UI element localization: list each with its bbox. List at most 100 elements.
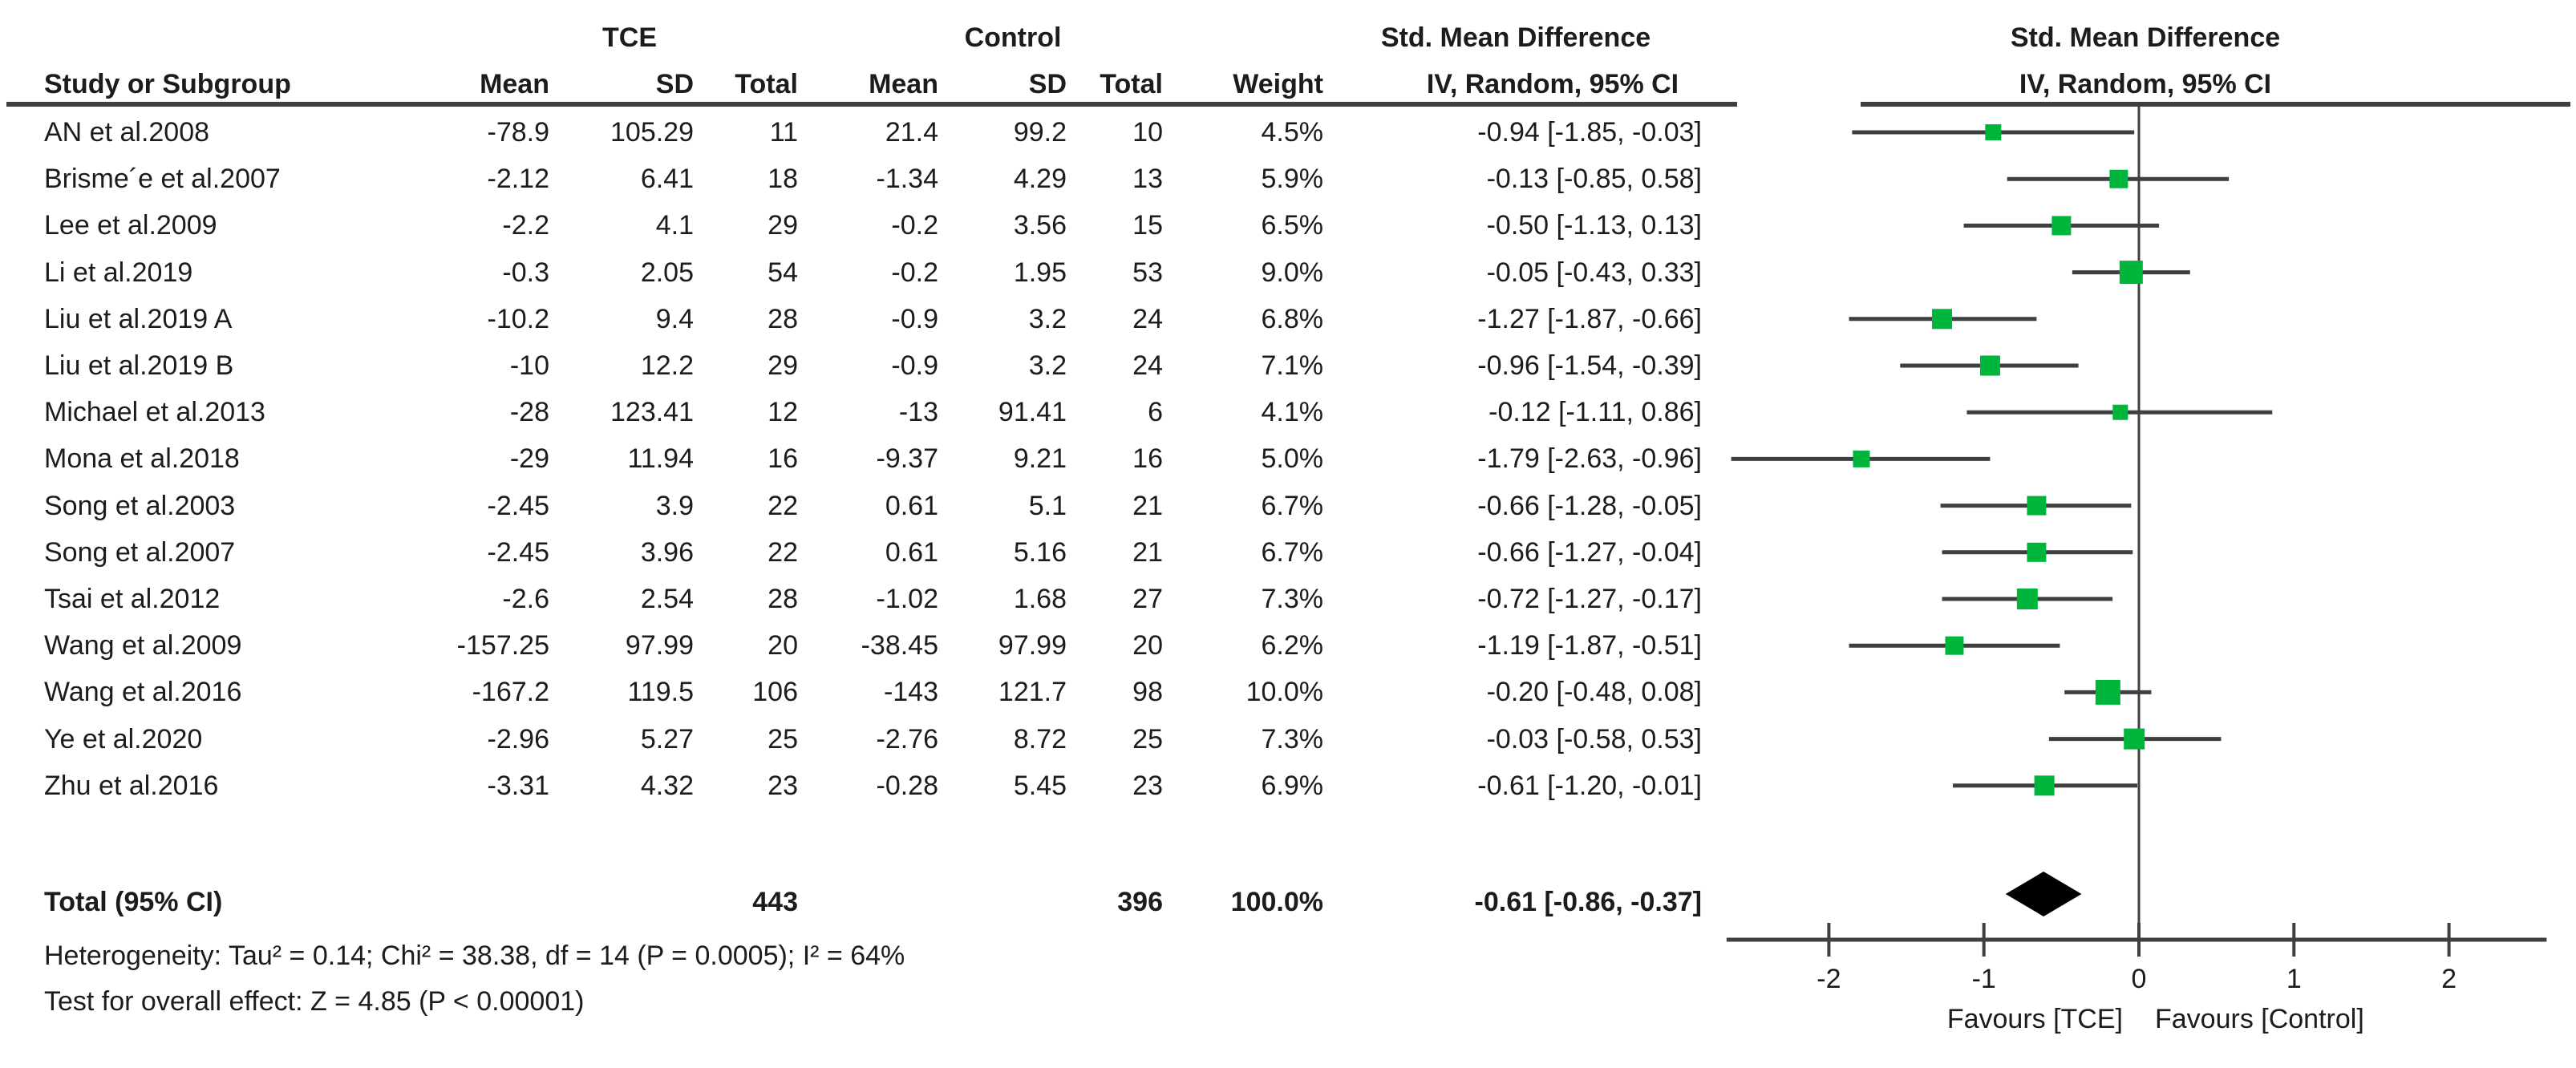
tce-sd: 11.94 <box>627 443 694 475</box>
tce-mean: -78.9 <box>487 117 550 148</box>
summary-diamond <box>2005 872 2082 916</box>
effect-marker <box>2124 728 2145 750</box>
study-name: Ye et al.2020 <box>44 723 203 754</box>
weight: 9.0% <box>1261 257 1324 288</box>
control-total: 25 <box>1132 723 1163 754</box>
tce-mean: -2.45 <box>487 490 550 521</box>
control-mean: -1.34 <box>876 164 939 195</box>
tce-total: 28 <box>768 303 798 334</box>
study-name: Zhu et al.2016 <box>44 770 219 801</box>
tce-sd: 4.32 <box>640 770 694 801</box>
tce-sd: 105.29 <box>610 117 694 148</box>
tce-sd: 9.4 <box>655 303 694 334</box>
control-sd: 97.99 <box>998 630 1067 661</box>
weight: 7.1% <box>1261 350 1324 381</box>
ci-text: -0.20 [-0.48, 0.08] <box>1486 677 1702 708</box>
control-mean: -38.45 <box>861 630 938 661</box>
effect-marker <box>2027 542 2047 562</box>
overall-effect-test: Test for overall effect: Z = 4.85 (P < 0… <box>44 986 585 1017</box>
axis-tick-label: 2 <box>2441 964 2457 994</box>
effect-marker <box>2119 261 2143 285</box>
favours-left-label: Favours [TCE] <box>1946 1004 2123 1034</box>
tce-total: 22 <box>768 490 798 521</box>
effect-marker <box>1853 450 1870 467</box>
control-mean: -0.2 <box>891 210 938 241</box>
col-header-control-mean: Mean <box>869 69 938 99</box>
study-name: Michael et al.2013 <box>44 397 265 428</box>
col-header-tce-total: Total <box>735 69 798 99</box>
col-header-ci-plot: IV, Random, 95% CI <box>2019 69 2272 99</box>
tce-sd: 123.41 <box>610 397 694 428</box>
effect-marker <box>2095 679 2120 705</box>
table-row: Lee et al.2009 -2.2 4.1 29 -0.2 3.56 15 6.5% -0.… <box>0 210 1716 257</box>
study-name: Song et al.2003 <box>44 490 236 521</box>
table-row: Song et al.2003 -2.45 3.9 22 0.61 5.1 21 6.7% -0… <box>0 491 1716 537</box>
col-header-study: Study or Subgroup <box>44 69 291 99</box>
effect-marker <box>1945 636 1964 655</box>
tce-sd: 3.96 <box>640 536 694 568</box>
effect-marker <box>2027 496 2047 516</box>
control-total: 20 <box>1132 630 1163 661</box>
control-total: 23 <box>1132 770 1163 801</box>
header-rule-right <box>1861 102 2570 107</box>
group-header-tce: TCE <box>602 22 657 53</box>
ci-text: -0.12 [-1.11, 0.86] <box>1488 397 1702 428</box>
table-row: Michael et al.2013 -28 123.41 12 -13 91.41 6 4.… <box>0 397 1716 443</box>
control-mean: 21.4 <box>885 117 938 148</box>
control-mean: -143 <box>883 677 938 708</box>
tce-total: 11 <box>769 117 798 148</box>
tce-total: 106 <box>752 677 798 708</box>
control-sd: 3.2 <box>1028 303 1067 334</box>
tce-total: 16 <box>768 443 798 475</box>
tce-mean: -10.2 <box>487 303 550 334</box>
control-sd: 5.1 <box>1028 490 1067 521</box>
control-total: 24 <box>1132 303 1163 334</box>
tce-sd: 97.99 <box>625 630 694 661</box>
col-header-control-sd: SD <box>1028 69 1067 99</box>
effect-marker <box>1979 355 2000 376</box>
tce-mean: -0.3 <box>502 257 549 288</box>
table-row: Zhu et al.2016 -3.31 4.32 23 -0.28 5.45 23 6.9%… <box>0 771 1716 817</box>
tce-sd: 4.1 <box>655 210 694 241</box>
ci-text: -0.94 [-1.85, -0.03] <box>1477 117 1702 148</box>
effect-marker <box>2016 589 2038 609</box>
weight: 5.9% <box>1261 164 1324 195</box>
weight: 6.7% <box>1261 536 1324 568</box>
total-weight: 100.0% <box>1230 887 1323 917</box>
study-name: Liu et al.2019 A <box>44 303 233 334</box>
table-row: Liu et al.2019 B -10 12.2 29 -0.9 3.2 24 7.1% -0… <box>0 350 1716 397</box>
col-header-ci-text: IV, Random, 95% CI <box>1426 69 1679 99</box>
control-total: 16 <box>1132 443 1163 475</box>
ci-text: -1.79 [-2.63, -0.96] <box>1477 443 1702 475</box>
tce-total: 18 <box>768 164 798 195</box>
control-total: 6 <box>1148 397 1163 428</box>
control-sd: 8.72 <box>1013 723 1067 754</box>
study-name: Lee et al.2009 <box>44 210 217 241</box>
control-sd: 3.2 <box>1028 350 1067 381</box>
control-mean: 0.61 <box>885 536 938 568</box>
ci-text: -0.05 [-0.43, 0.33] <box>1486 257 1702 288</box>
table-row: Ye et al.2020 -2.96 5.27 25 -2.76 8.72 25 7.3% -… <box>0 724 1716 771</box>
control-total: 13 <box>1132 164 1163 195</box>
ci-text: -0.50 [-1.13, 0.13] <box>1486 210 1702 241</box>
control-mean: -0.9 <box>891 350 938 381</box>
tce-mean: -2.96 <box>487 723 550 754</box>
ci-text: -0.03 [-0.58, 0.53] <box>1486 723 1702 754</box>
weight: 4.5% <box>1261 117 1324 148</box>
ci-text: -0.61 [-1.20, -0.01] <box>1477 770 1702 801</box>
ci-text: -0.13 [-0.85, 0.58] <box>1486 164 1702 195</box>
axis-tick-label: 0 <box>2131 964 2147 994</box>
total-label: Total (95% CI) <box>44 887 223 917</box>
table-row: Liu et al.2019 A -10.2 9.4 28 -0.9 3.2 24 6.8% -… <box>0 304 1716 350</box>
total-row: Total (95% CI) 443 396 100.0% -0.61 [-0.… <box>0 887 1716 933</box>
control-total: 21 <box>1132 490 1163 521</box>
tce-sd: 12.2 <box>640 350 694 381</box>
table-row: AN et al.2008 -78.9 105.29 11 21.4 99.2 10 4.5%… <box>0 117 1716 164</box>
control-total: 53 <box>1132 257 1163 288</box>
control-total: 27 <box>1132 584 1163 614</box>
control-mean: -1.02 <box>876 584 939 614</box>
total-control-n: 396 <box>1117 887 1163 917</box>
control-sd: 1.95 <box>1013 257 1067 288</box>
weight: 6.8% <box>1261 303 1324 334</box>
